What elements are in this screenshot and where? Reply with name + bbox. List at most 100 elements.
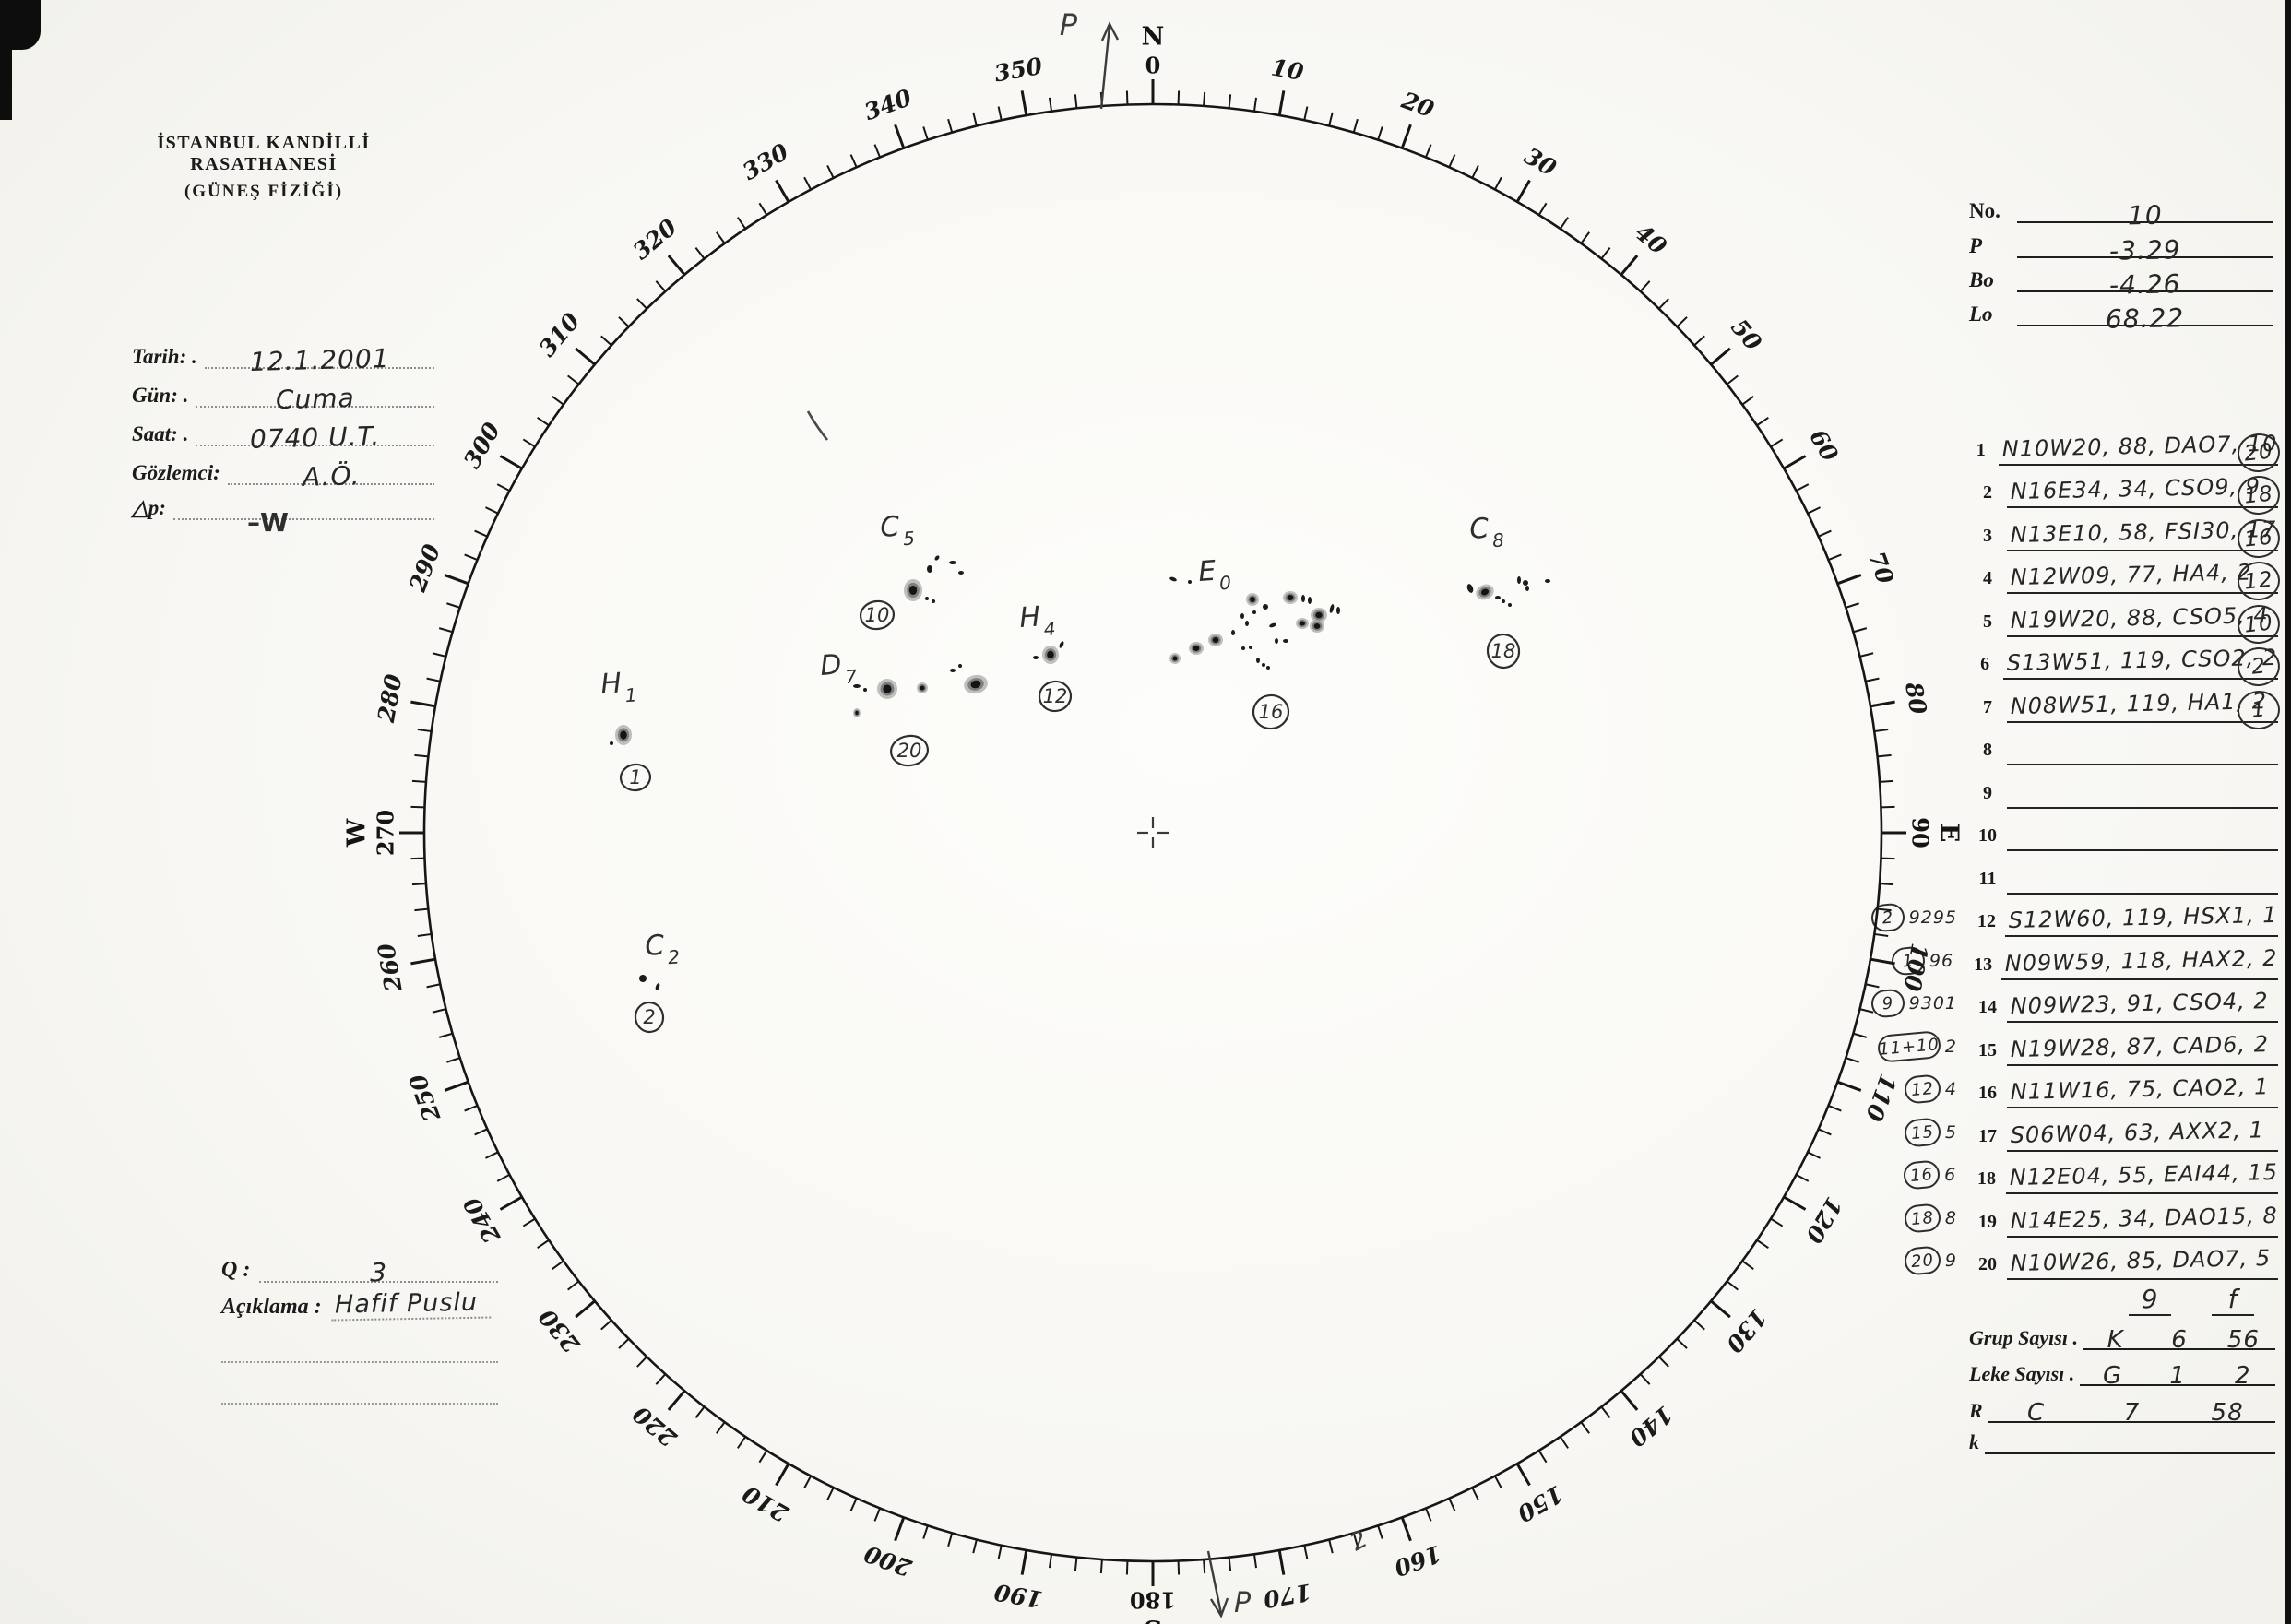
degree-label: 350 <box>992 53 1045 88</box>
tick-mark <box>1880 779 1894 783</box>
degree-label: 130 <box>1720 1304 1772 1358</box>
row-entry-line: N16E34, 34, CSO9, 9 <box>2007 462 2278 508</box>
degree-label: 40 <box>1630 219 1672 260</box>
tick-mark <box>1303 106 1309 121</box>
gun-line: Cuma <box>196 380 434 415</box>
sunspot-dot <box>958 664 962 668</box>
row-entry-line: N13E10, 58, FSI30, 17 <box>2007 504 2278 551</box>
tick-mark <box>997 1545 1003 1559</box>
row-entry-line: N10W26, 85, DAO7, 5 <box>2007 1234 2278 1280</box>
row-margin-annotation: 20 9 <box>1878 1245 1968 1280</box>
leke-sayisi-c2: 1 <box>2169 1362 2186 1390</box>
row-margin-annotation: 18 8 <box>1878 1202 1968 1238</box>
observation-row: 10 <box>1878 809 2278 851</box>
row-number: 7 <box>1983 696 1992 717</box>
tick-mark <box>1710 347 1731 366</box>
tick-mark <box>1620 1390 1639 1411</box>
field-no: No. 10 <box>1969 196 2273 231</box>
cardinal-degree-label: 180 <box>1130 1587 1176 1614</box>
observation-row: 11+10 2 15 N19W28, 87, CAD6, 2 <box>1876 1023 2278 1066</box>
row-number: 6 <box>1980 654 1990 674</box>
tick-mark <box>873 1508 881 1522</box>
tick-mark <box>922 1525 929 1539</box>
tick-mark <box>1828 553 1842 561</box>
tick-mark <box>1203 91 1206 106</box>
degree-label: 10 <box>1269 53 1306 86</box>
sunspot-dot <box>1508 603 1512 607</box>
tick-mark <box>1228 1557 1232 1571</box>
degree-label: 50 <box>1726 314 1767 356</box>
observation-row: 9 <box>1878 765 2278 809</box>
sunspot-dot <box>1301 595 1305 602</box>
tick-mark <box>1228 94 1232 109</box>
row-number: 12 <box>1977 911 1997 931</box>
tick-mark <box>1877 753 1892 758</box>
region-number: 96 <box>1929 950 1954 971</box>
row-entry-line: N14E25, 34, DAO15, 8 <box>2006 1191 2278 1238</box>
field-q: Q : 3 <box>221 1251 498 1287</box>
sunspot-dot <box>1169 576 1177 582</box>
row-entry-line <box>2007 848 2278 895</box>
row-number: 18 <box>1976 1168 1996 1189</box>
field-bo: Bo -4.26 <box>1969 265 2273 301</box>
tick-mark <box>1881 805 1895 809</box>
tick-mark <box>947 118 954 133</box>
tick-mark <box>417 932 432 938</box>
tick-mark <box>972 1539 978 1554</box>
tick-mark <box>1099 1559 1103 1574</box>
observation-row: 16 6 18 N12E04, 55, EAI44, 15 <box>1878 1152 2278 1194</box>
row-entry-line: N10W20, 88, DAO7, 10 <box>1999 419 2278 466</box>
tick-mark <box>575 347 596 366</box>
observation-row: 15 5 17 S06W04, 63, AXX2, 1 <box>1878 1108 2278 1152</box>
region-number: 4 <box>1944 1079 1957 1099</box>
leke-sayisi-label: Leke Sayısı . <box>1969 1362 2075 1385</box>
sunspot-group-H4: H4 12 <box>1018 599 1073 713</box>
tick-mark <box>446 602 460 609</box>
tick-mark <box>826 1487 835 1500</box>
sunspot-dot <box>1517 576 1521 584</box>
tick-mark <box>849 154 858 168</box>
sunspot-umbra <box>1300 621 1305 626</box>
tick-mark <box>1277 1549 1286 1575</box>
tick-mark <box>1600 247 1611 260</box>
tick-mark <box>1252 97 1258 112</box>
tick-mark <box>1400 124 1412 149</box>
grup-sayisi-c1: K <box>2107 1326 2124 1354</box>
sunspot-dot <box>1262 663 1265 667</box>
tick-mark <box>1846 1057 1859 1063</box>
group-number: 18 <box>1491 640 1516 662</box>
row-number: 15 <box>1978 1039 1997 1061</box>
degree-label: 70 <box>1863 548 1899 587</box>
pole-arrow-icon <box>1099 25 1111 110</box>
row-entry-line: S13W51, 119, CSO2, 2 <box>2003 634 2278 680</box>
field-saat: Saat: . 0740 U.T. <box>132 419 434 455</box>
cardinal-degree-label: 270 <box>373 810 399 856</box>
tick-mark <box>537 417 550 427</box>
tick-mark <box>1515 1463 1531 1487</box>
sunspot-group-C2: C2 2 <box>634 929 681 1034</box>
row-margin-annotation: 1 96 <box>1878 944 1965 980</box>
group-number-badge <box>634 1001 665 1034</box>
tick-mark <box>1693 1319 1705 1331</box>
group-number-badge <box>1486 633 1521 670</box>
tick-mark <box>618 1338 630 1349</box>
note-line <box>221 1403 498 1405</box>
degree-label: 290 <box>404 540 446 596</box>
tick-mark <box>922 126 929 140</box>
handwritten-annotations: P P –W 2 <box>247 7 1372 1619</box>
center-crosshair <box>1137 817 1169 848</box>
tick-mark <box>775 1463 790 1487</box>
tick-mark <box>1303 1545 1309 1559</box>
tick-mark <box>1074 94 1078 109</box>
group-label: H1 <box>599 666 637 708</box>
r-c3: 58 <box>2211 1399 2244 1427</box>
row-entry-line: S12W60, 119, HSX1, 1 <box>2005 891 2278 937</box>
sunspot-umbra <box>1193 646 1200 651</box>
row-number: 9 <box>1983 782 1992 803</box>
degree-ticks <box>399 79 1906 1586</box>
group-number-badge <box>619 763 652 792</box>
tarih-line: 12.1.2001 <box>204 341 434 377</box>
row-number: 1 <box>1976 439 1986 460</box>
sunspot-dot <box>1249 646 1252 649</box>
tick-mark <box>1859 652 1874 658</box>
